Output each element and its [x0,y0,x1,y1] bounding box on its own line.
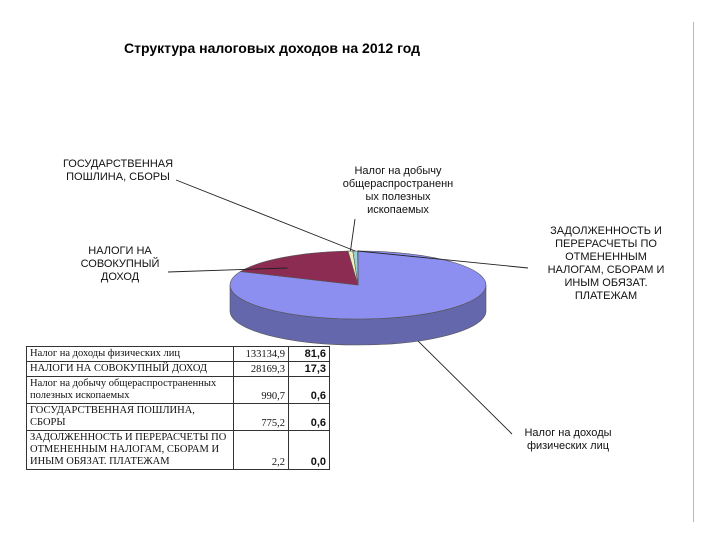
chart-title: Структура налоговых доходов на 2012 год [124,40,420,56]
row-name: НАЛОГИ НА СОВОКУПНЫЙ ДОХОД [26,361,234,377]
row-percent: 0,6 [288,403,330,431]
table-row: Налог на доходы физических лиц 133134,9 … [26,346,330,362]
slice-label-ndfl: Налог на доходы физических лиц [524,427,612,452]
row-value: 775,2 [233,403,289,431]
slice-label-dobycha: Налог на добычу общераспространенн ых по… [342,165,454,216]
row-percent: 0,6 [288,376,330,404]
slice-label-gosposhlina: ГОСУДАРСТВЕННАЯ ПОШЛИНА, СБОРЫ [62,158,174,183]
row-value: 28169,3 [233,361,289,377]
pie-slice-sovokupny [239,250,359,286]
leader-line-ndfl [417,340,513,435]
row-value: 2,2 [233,430,289,470]
data-table: Налог на доходы физических лиц 133134,9 … [26,346,330,470]
table-row: Налог на добычу общераспространенных пол… [26,376,330,404]
row-name: Налог на доходы физических лиц [26,346,234,362]
table-row: ГОСУДАРСТВЕННАЯ ПОШЛИНА, СБОРЫ 775,2 0,6 [26,403,330,431]
row-name: Налог на добычу общераспространенных пол… [26,376,234,404]
row-percent: 0,0 [288,430,330,470]
leader-line-dobycha [349,218,356,252]
row-value: 990,7 [233,376,289,404]
row-percent: 81,6 [288,346,330,362]
leader-line-gosposhlina [175,179,356,252]
row-value: 133134,9 [233,346,289,362]
slice-label-zadolzhennost: ЗАДОЛЖЕННОСТЬ И ПЕРЕРАСЧЕТЫ ПО ОТМЕНЕННЫ… [547,225,665,302]
leader-line-sovokupny [167,267,288,273]
row-name: ЗАДОЛЖЕННОСТЬ И ПЕРЕРАСЧЕТЫ ПО ОТМЕНЕННЫ… [26,430,234,470]
slide-frame [22,22,694,522]
table-row: НАЛОГИ НА СОВОКУПНЫЙ ДОХОД 28169,3 17,3 [26,361,330,377]
slice-label-sovokupny: НАЛОГИ НА СОВОКУПНЫЙ ДОХОД [80,245,160,283]
row-percent: 17,3 [288,361,330,377]
row-name: ГОСУДАРСТВЕННАЯ ПОШЛИНА, СБОРЫ [26,403,234,431]
leader-line-zadolzhennost [357,250,529,269]
table-row: ЗАДОЛЖЕННОСТЬ И ПЕРЕРАСЧЕТЫ ПО ОТМЕНЕННЫ… [26,430,330,470]
